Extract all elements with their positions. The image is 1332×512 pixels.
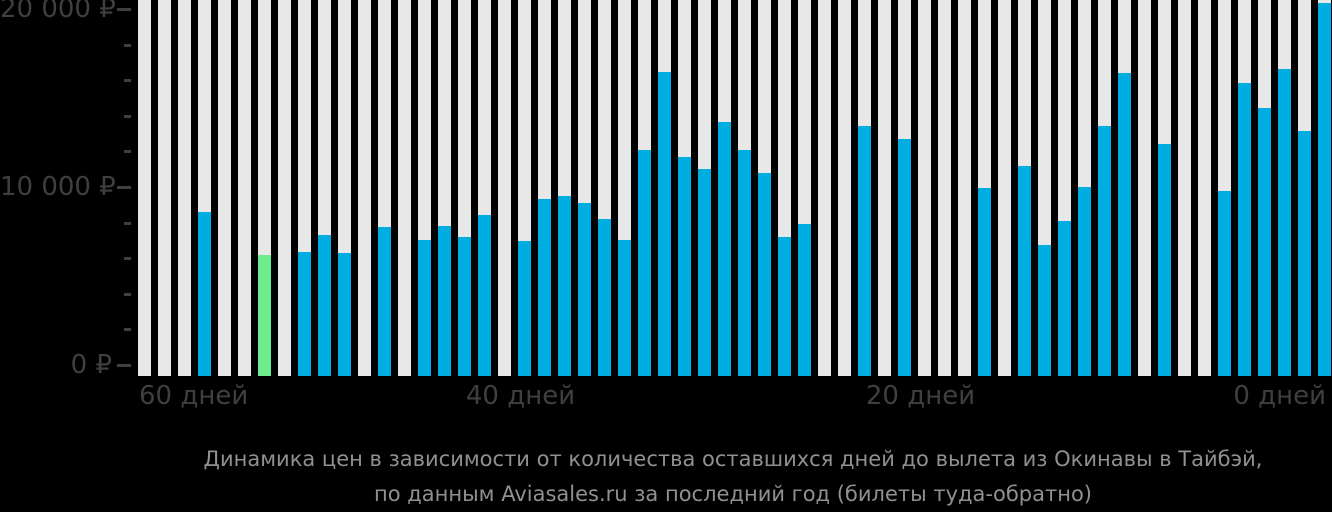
- price-bar[interactable]: [718, 122, 731, 376]
- no-data-bar: [398, 0, 411, 376]
- y-tick-label-20000: 20 000 ₽: [0, 0, 116, 24]
- price-bar[interactable]: [1078, 187, 1091, 376]
- price-bar[interactable]: [758, 173, 771, 376]
- price-bar[interactable]: [1238, 83, 1251, 376]
- price-bar[interactable]: [798, 224, 811, 376]
- price-bar[interactable]: [198, 212, 211, 376]
- price-bar[interactable]: [458, 237, 471, 376]
- price-bar[interactable]: [618, 240, 631, 376]
- chart-title-line2: по данным Aviasales.ru за последний год …: [374, 482, 1092, 506]
- price-bar[interactable]: [418, 240, 431, 376]
- no-data-bar: [878, 0, 891, 376]
- y-minor-tick: [124, 293, 131, 296]
- price-bar[interactable]: [1018, 166, 1031, 376]
- no-data-bar: [278, 0, 291, 376]
- y-minor-tick: [124, 44, 131, 47]
- price-bar[interactable]: [1098, 126, 1111, 376]
- y-minor-tick: [124, 115, 131, 118]
- y-major-tick: [117, 364, 131, 367]
- x-tick-label-20-days: 20 дней: [865, 381, 976, 411]
- price-bar[interactable]: [578, 203, 591, 376]
- no-data-bar: [238, 0, 251, 376]
- no-data-bar: [1138, 0, 1151, 376]
- y-minor-tick: [124, 222, 131, 225]
- no-data-bar: [918, 0, 931, 376]
- no-data-bar: [178, 0, 191, 376]
- price-bar[interactable]: [638, 150, 651, 376]
- price-bar[interactable]: [778, 237, 791, 376]
- no-data-bar: [838, 0, 851, 376]
- price-bar[interactable]: [558, 196, 571, 376]
- price-bar[interactable]: [538, 199, 551, 376]
- y-tick-label-10000: 10 000 ₽: [0, 172, 116, 202]
- no-data-bar: [1198, 0, 1211, 376]
- price-bar[interactable]: [1258, 108, 1271, 376]
- price-bar[interactable]: [1158, 144, 1171, 376]
- y-major-tick: [117, 8, 131, 11]
- y-minor-tick: [124, 150, 131, 153]
- no-data-bar: [218, 0, 231, 376]
- x-tick-label-60-days: 60 дней: [139, 381, 249, 411]
- price-bar[interactable]: [478, 215, 491, 376]
- price-bar[interactable]: [738, 150, 751, 376]
- price-bar[interactable]: [338, 253, 351, 376]
- price-bar[interactable]: [1298, 131, 1311, 376]
- no-data-bar: [138, 0, 151, 376]
- no-data-bar: [1178, 0, 1191, 376]
- price-bar[interactable]: [1218, 191, 1231, 376]
- y-minor-tick: [124, 257, 131, 260]
- price-bar[interactable]: [658, 72, 671, 376]
- no-data-bar: [998, 0, 1011, 376]
- price-bar[interactable]: [898, 139, 911, 376]
- no-data-bar: [358, 0, 371, 376]
- price-bar[interactable]: [318, 235, 331, 376]
- x-tick-label-0-days: 0 дней: [1233, 381, 1326, 411]
- cheapest-price-bar[interactable]: [258, 255, 271, 376]
- price-bar[interactable]: [598, 219, 611, 376]
- price-bar[interactable]: [978, 188, 991, 376]
- no-data-bar: [158, 0, 171, 376]
- price-bar[interactable]: [518, 241, 531, 376]
- price-bar[interactable]: [1278, 69, 1291, 376]
- no-data-bar: [958, 0, 971, 376]
- price-bar[interactable]: [1058, 221, 1071, 376]
- price-bar[interactable]: [438, 226, 451, 376]
- no-data-bar: [938, 0, 951, 376]
- price-bar[interactable]: [678, 157, 691, 376]
- price-bar[interactable]: [1318, 3, 1331, 376]
- no-data-bar: [498, 0, 511, 376]
- price-bar[interactable]: [378, 227, 391, 376]
- price-bar[interactable]: [698, 169, 711, 376]
- price-bar[interactable]: [858, 126, 871, 376]
- y-minor-tick: [124, 79, 131, 82]
- price-bar[interactable]: [298, 252, 311, 376]
- x-tick-label-40-days: 40 дней: [465, 381, 576, 411]
- price-bar[interactable]: [1118, 73, 1131, 376]
- y-tick-label-0: 0 ₽: [70, 350, 112, 380]
- chart-title-line1: Динамика цен в зависимости от количества…: [203, 447, 1263, 471]
- y-major-tick: [117, 186, 131, 189]
- y-minor-tick: [124, 328, 131, 331]
- price-bar[interactable]: [1038, 245, 1051, 376]
- no-data-bar: [818, 0, 831, 376]
